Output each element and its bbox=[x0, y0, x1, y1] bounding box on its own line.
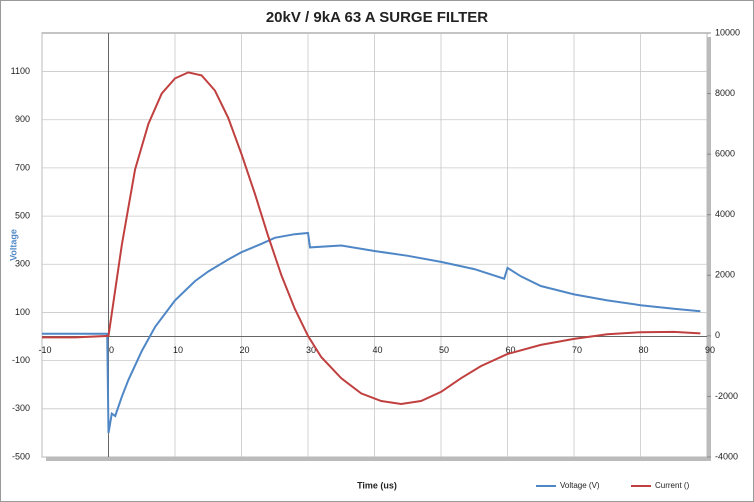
x-axis-label: Time (us) bbox=[357, 480, 397, 490]
x-tick-label: 90 bbox=[705, 345, 715, 355]
y2-tick-label: 10000 bbox=[715, 27, 740, 37]
series-line bbox=[42, 71, 701, 406]
x-tick-label: 20 bbox=[239, 345, 249, 355]
series-line bbox=[42, 231, 701, 434]
y-axis-label: Voltage bbox=[8, 229, 18, 261]
x-tick-label: 70 bbox=[572, 345, 582, 355]
x-tick-label: 10 bbox=[173, 345, 183, 355]
y-tick-label: 1100 bbox=[11, 66, 30, 76]
y2-tick-label: 0 bbox=[715, 330, 720, 340]
x-tick-label: 80 bbox=[638, 345, 648, 355]
y-tick-label: 300 bbox=[15, 259, 30, 269]
x-tick-label: 50 bbox=[439, 345, 449, 355]
x-tick-label: 40 bbox=[372, 345, 382, 355]
y-tick-label: 100 bbox=[15, 307, 30, 317]
legend-label: Current () bbox=[655, 481, 690, 490]
x-tick-label: 60 bbox=[505, 345, 515, 355]
y-tick-label: 500 bbox=[15, 210, 30, 220]
y-tick-label: -100 bbox=[12, 355, 30, 365]
y2-tick-label: 4000 bbox=[715, 209, 735, 219]
x-tick-label: -10 bbox=[38, 345, 51, 355]
y-tick-label: -500 bbox=[12, 451, 30, 461]
legend-label: Voltage (V) bbox=[560, 481, 600, 490]
y2-tick-label: -2000 bbox=[715, 391, 738, 401]
y2-tick-label: -4000 bbox=[715, 451, 738, 461]
x-tick-label: 30 bbox=[306, 345, 316, 355]
y2-tick-label: 2000 bbox=[715, 270, 735, 280]
y2-tick-label: 8000 bbox=[715, 88, 735, 98]
y-tick-label: -300 bbox=[12, 403, 30, 413]
y-tick-label: 900 bbox=[15, 114, 30, 124]
y2-tick-label: 6000 bbox=[715, 149, 735, 159]
x-tick-label: 0 bbox=[109, 345, 114, 355]
y-tick-label: 700 bbox=[15, 162, 30, 172]
chart-title: 20kV / 9kA 63 A SURGE FILTER bbox=[266, 9, 488, 26]
